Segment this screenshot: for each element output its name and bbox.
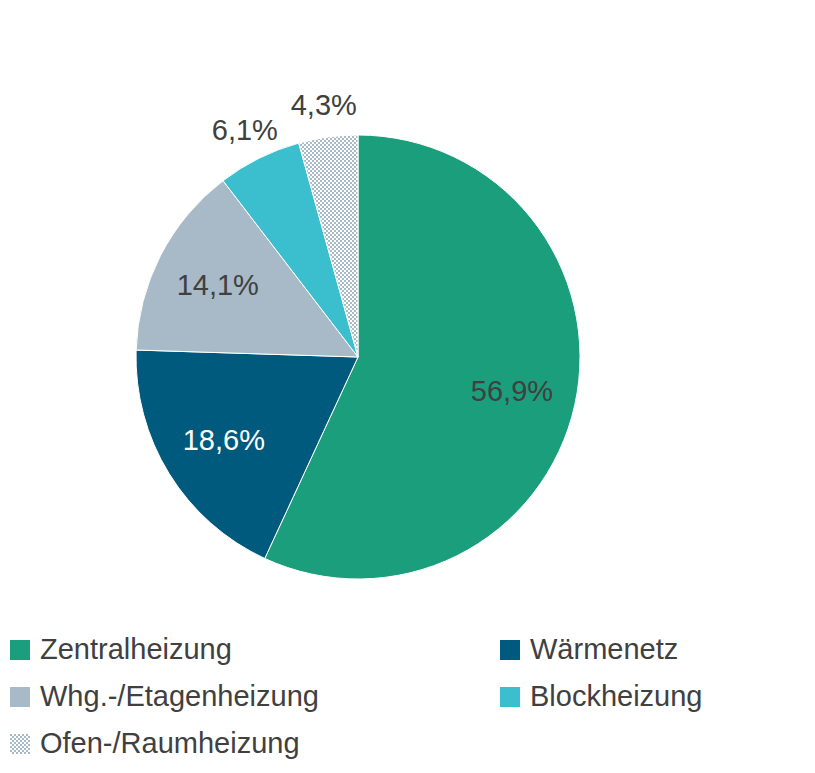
svg-text:6,1%: 6,1%: [212, 114, 278, 146]
svg-text:14,1%: 14,1%: [177, 269, 259, 301]
svg-text:56,9%: 56,9%: [471, 375, 553, 407]
svg-text:4,3%: 4,3%: [291, 89, 357, 121]
svg-text:18,6%: 18,6%: [183, 424, 265, 456]
html-text:Blockheizung: Blockheizung: [530, 680, 703, 712]
html-text:Whg.-/Etagenheizung: Whg.-/Etagenheizung: [40, 680, 319, 712]
html-text:Zentralheizung: Zentralheizung: [40, 633, 232, 665]
html-text:Ofen-/Raumheizung: Ofen-/Raumheizung: [40, 727, 300, 759]
html-text:Wärmenetz: Wärmenetz: [530, 633, 679, 665]
